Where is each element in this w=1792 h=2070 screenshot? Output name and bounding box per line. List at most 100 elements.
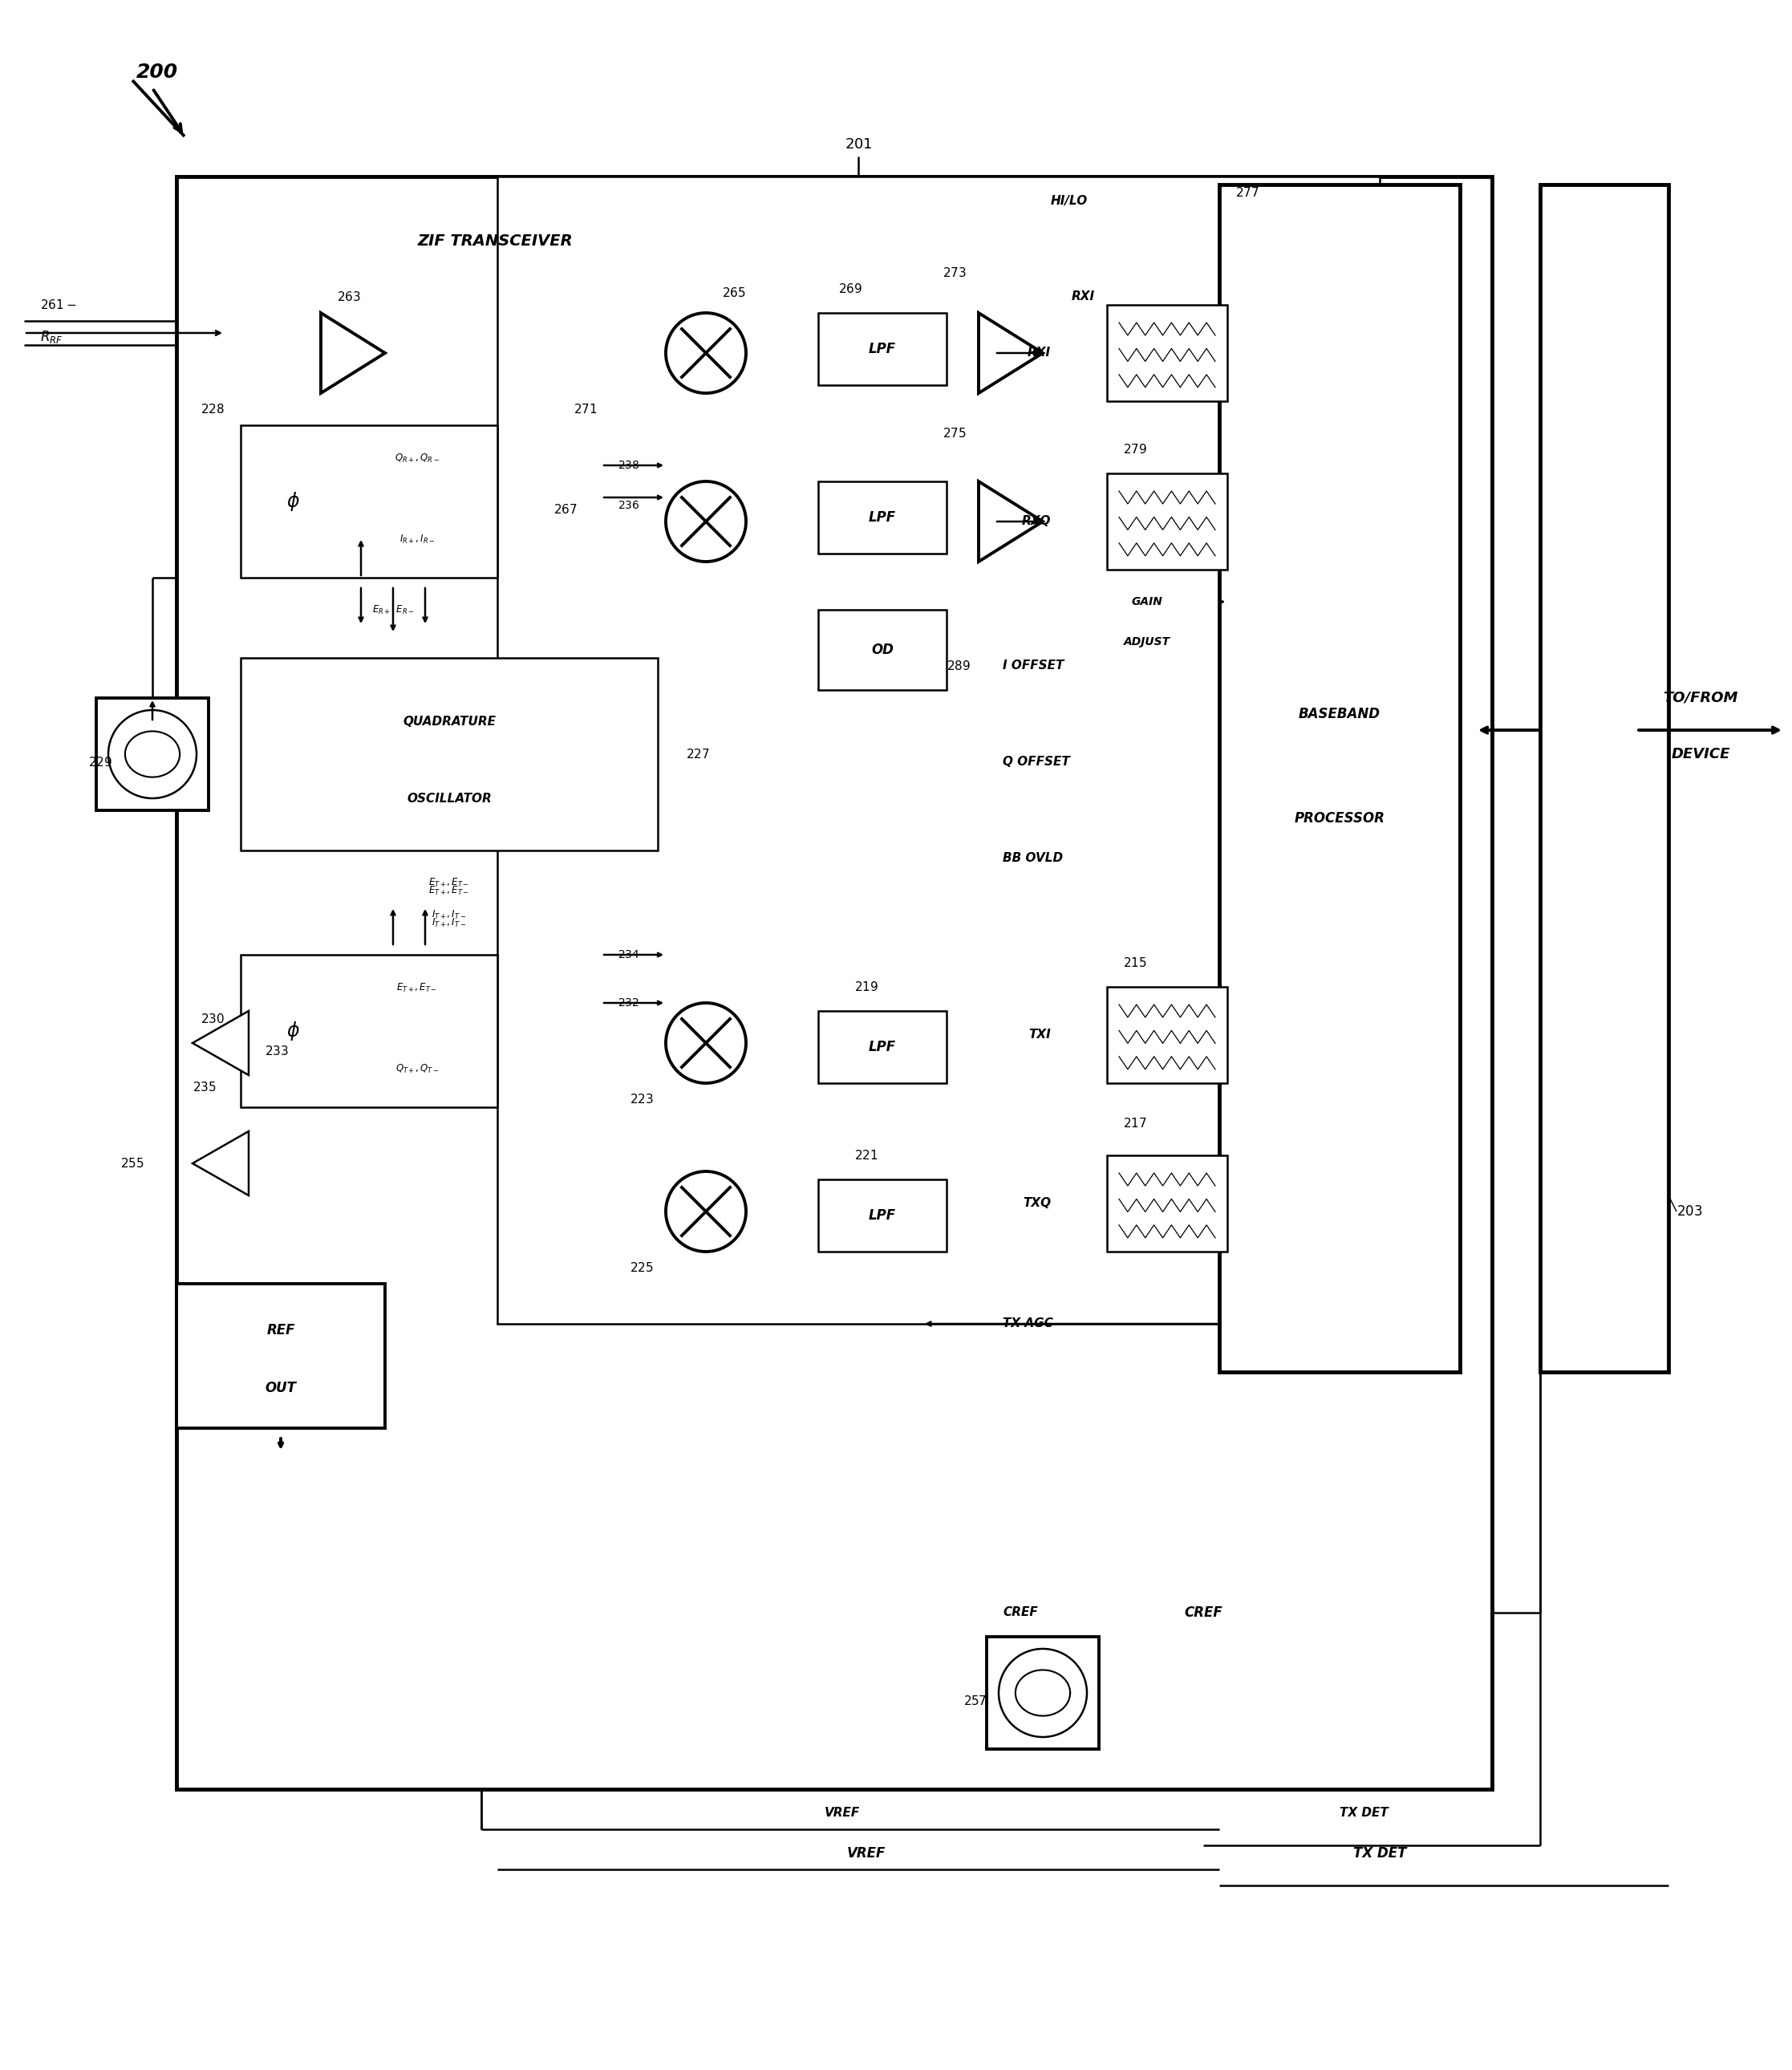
Text: RXQ: RXQ xyxy=(1021,515,1050,528)
Text: $\mathit{229}$: $\mathit{229}$ xyxy=(88,756,113,768)
Bar xyxy=(240,424,498,578)
Text: $\mathit{273}$: $\mathit{273}$ xyxy=(943,267,966,279)
Bar xyxy=(176,1283,385,1428)
Text: $\mathit{221}$: $\mathit{221}$ xyxy=(855,1149,878,1161)
Text: REF: REF xyxy=(267,1323,296,1337)
Text: BB OVLD: BB OVLD xyxy=(1004,853,1063,865)
Text: $\mathit{Q_{T+},Q_{T-}}$: $\mathit{Q_{T+},Q_{T-}}$ xyxy=(396,1064,439,1074)
Bar xyxy=(819,1180,946,1252)
Bar xyxy=(819,1010,946,1083)
Text: $\mathit{238}$: $\mathit{238}$ xyxy=(618,460,640,472)
Text: Q OFFSET: Q OFFSET xyxy=(1004,756,1070,768)
Bar xyxy=(1107,474,1228,569)
Text: LPF: LPF xyxy=(869,511,896,524)
Text: $\mathit{203}$: $\mathit{203}$ xyxy=(1677,1205,1702,1219)
Text: $\mathit{219}$: $\mathit{219}$ xyxy=(855,981,878,994)
Text: $\mathit{267}$: $\mathit{267}$ xyxy=(554,503,577,515)
Text: ADJUST: ADJUST xyxy=(1124,635,1170,648)
Text: $\mathit{261-}$: $\mathit{261-}$ xyxy=(39,298,77,310)
Text: VREF: VREF xyxy=(848,1846,885,1861)
Text: $\mathit{215}$: $\mathit{215}$ xyxy=(1124,956,1147,969)
Bar xyxy=(819,313,946,385)
Text: $\mathit{E_{T+},E_{T-}}$: $\mathit{E_{T+},E_{T-}}$ xyxy=(396,983,437,994)
Text: PROCESSOR: PROCESSOR xyxy=(1294,811,1385,826)
Text: ZIF TRANSCEIVER: ZIF TRANSCEIVER xyxy=(418,234,572,248)
Text: $\mathit{279}$: $\mathit{279}$ xyxy=(1124,443,1147,455)
Bar xyxy=(240,658,658,851)
Text: $\mathit{227}$: $\mathit{227}$ xyxy=(686,747,710,760)
Text: GAIN: GAIN xyxy=(1131,596,1163,607)
Text: $\mathit{225}$: $\mathit{225}$ xyxy=(629,1261,654,1275)
Circle shape xyxy=(108,710,197,799)
Text: TXQ: TXQ xyxy=(1023,1196,1050,1209)
Text: $\mathit{235}$: $\mathit{235}$ xyxy=(194,1081,217,1093)
Text: LPF: LPF xyxy=(869,1039,896,1054)
Bar xyxy=(819,611,946,689)
Bar xyxy=(1107,1155,1228,1252)
Text: $\mathit{Q_{R+},Q_{R-}}$: $\mathit{Q_{R+},Q_{R-}}$ xyxy=(394,453,439,466)
Text: TX DET: TX DET xyxy=(1353,1846,1407,1861)
Text: $\mathit{263}$: $\mathit{263}$ xyxy=(337,290,360,304)
Bar xyxy=(1107,304,1228,402)
Text: $\mathit{E_{T+},E_{T-}}$: $\mathit{E_{T+},E_{T-}}$ xyxy=(428,884,470,896)
Bar xyxy=(1107,987,1228,1083)
Text: $\mathit{E_{T+},E_{T-}}$: $\mathit{E_{T+},E_{T-}}$ xyxy=(428,876,470,888)
Text: $\mathit{228}$: $\mathit{228}$ xyxy=(201,404,224,416)
Text: $\mathit{265}$: $\mathit{265}$ xyxy=(722,286,745,300)
Circle shape xyxy=(998,1650,1088,1737)
Text: $\mathit{232}$: $\mathit{232}$ xyxy=(618,998,640,1008)
Text: TX AGC: TX AGC xyxy=(1004,1319,1054,1329)
Text: TO/FROM: TO/FROM xyxy=(1663,691,1738,706)
Text: $\mathit{I_{T+},I_{T-}}$: $\mathit{I_{T+},I_{T-}}$ xyxy=(432,917,466,929)
Bar xyxy=(498,176,1380,1325)
Bar xyxy=(1539,184,1668,1372)
Bar xyxy=(1219,184,1460,1372)
Text: $\mathit{271}$: $\mathit{271}$ xyxy=(573,404,597,416)
Text: LPF: LPF xyxy=(869,342,896,356)
Text: $\mathit{269}$: $\mathit{269}$ xyxy=(839,282,862,296)
Text: $\mathit{255}$: $\mathit{255}$ xyxy=(120,1157,145,1170)
Text: $\phi$: $\phi$ xyxy=(287,491,299,513)
Text: 200: 200 xyxy=(136,62,177,83)
Text: $\mathit{217}$: $\mathit{217}$ xyxy=(1124,1118,1147,1130)
Text: BASEBAND: BASEBAND xyxy=(1299,706,1380,720)
Text: $\mathit{257}$: $\mathit{257}$ xyxy=(964,1695,987,1708)
Text: DEVICE: DEVICE xyxy=(1672,747,1729,762)
Circle shape xyxy=(667,313,745,393)
Polygon shape xyxy=(978,313,1043,393)
Text: $\phi$: $\phi$ xyxy=(287,1021,299,1041)
Polygon shape xyxy=(192,1010,249,1074)
Text: QUADRATURE: QUADRATURE xyxy=(403,716,496,727)
Text: TX DET: TX DET xyxy=(1339,1807,1389,1820)
Bar xyxy=(176,176,1493,1788)
Text: VREF: VREF xyxy=(824,1807,860,1820)
Text: OD: OD xyxy=(871,642,894,656)
Text: TXI: TXI xyxy=(1029,1029,1050,1041)
Bar xyxy=(97,698,208,809)
Text: HI/LO: HI/LO xyxy=(1050,195,1088,207)
Text: $\mathit{275}$: $\mathit{275}$ xyxy=(943,426,966,439)
Text: $\mathit{I_{T+},I_{T-}}$: $\mathit{I_{T+},I_{T-}}$ xyxy=(432,909,466,921)
Text: $\mathit{234}$: $\mathit{234}$ xyxy=(618,950,640,960)
Text: RXI: RXI xyxy=(1072,292,1095,302)
Text: $\mathit{236}$: $\mathit{236}$ xyxy=(618,499,640,511)
Text: $\mathit{289}$: $\mathit{289}$ xyxy=(946,660,971,673)
Circle shape xyxy=(667,482,745,561)
Circle shape xyxy=(667,1002,745,1083)
Bar xyxy=(240,954,498,1107)
Text: $\mathit{I_{R+},I_{R-}}$: $\mathit{I_{R+},I_{R-}}$ xyxy=(400,534,435,546)
Text: $\mathit{201}$: $\mathit{201}$ xyxy=(844,137,873,151)
Text: OSCILLATOR: OSCILLATOR xyxy=(407,793,491,805)
Text: $\mathit{230}$: $\mathit{230}$ xyxy=(201,1012,224,1025)
Polygon shape xyxy=(321,313,385,393)
Text: $\mathit{233}$: $\mathit{233}$ xyxy=(265,1045,289,1058)
Text: LPF: LPF xyxy=(869,1209,896,1223)
Text: $\mathit{277}$: $\mathit{277}$ xyxy=(1235,186,1260,199)
Polygon shape xyxy=(978,482,1043,561)
Text: I OFFSET: I OFFSET xyxy=(1004,660,1064,673)
Text: $\mathit{E_{R+},E_{R-}}$: $\mathit{E_{R+},E_{R-}}$ xyxy=(373,604,414,617)
Text: RXI: RXI xyxy=(1027,348,1050,358)
Text: CREF: CREF xyxy=(1004,1606,1038,1619)
Bar xyxy=(987,1637,1098,1749)
Text: $\mathit{R_{RF}}$: $\mathit{R_{RF}}$ xyxy=(39,329,63,346)
